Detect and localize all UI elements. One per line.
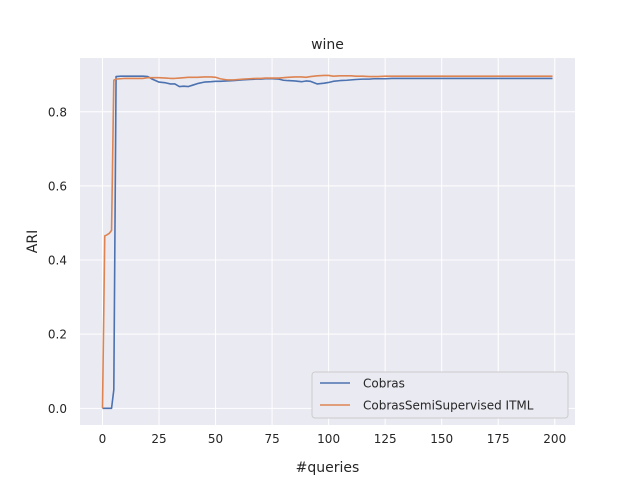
x-tick-label: 100 [317, 432, 340, 446]
plot-background [80, 58, 575, 425]
x-tick-label: 25 [151, 432, 166, 446]
y-tick-label: 0.4 [48, 254, 67, 268]
x-tick-label: 150 [430, 432, 453, 446]
y-tick-label: 0.2 [48, 328, 67, 342]
x-ticks: 0 25 50 75 100 125 150 175 200 [99, 432, 567, 446]
y-tick-label: 0.0 [48, 402, 67, 416]
x-tick-label: 200 [543, 432, 566, 446]
y-axis-label: ARI [25, 230, 41, 253]
x-tick-label: 75 [264, 432, 279, 446]
grid [80, 58, 575, 425]
legend-label-cobras: Cobras [363, 377, 405, 391]
x-tick-label: 50 [208, 432, 223, 446]
legend: Cobras CobrasSemiSupervised ITML [311, 371, 569, 419]
series-lines [101, 74, 553, 410]
x-tick-label: 0 [99, 432, 107, 446]
x-axis-label: #queries [296, 460, 360, 476]
chart-title: wine [311, 37, 344, 53]
y-ticks: 0.0 0.2 0.4 0.6 0.8 [48, 105, 67, 416]
y-tick-label: 0.8 [48, 105, 67, 119]
x-tick-label: 125 [374, 432, 397, 446]
y-tick-label: 0.6 [48, 179, 67, 193]
x-tick-label: 175 [487, 432, 510, 446]
legend-box [311, 371, 569, 419]
series-line-cobrassemisupervised-itml [101, 74, 553, 409]
legend-label-cobras-semi-supervised-itml: CobrasSemiSupervised ITML [363, 399, 534, 413]
